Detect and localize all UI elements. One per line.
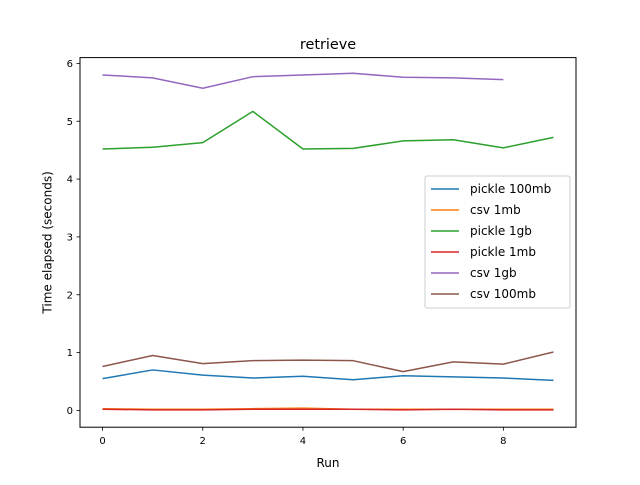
y-axis-ticks: 0 1 2 3 4 5 6 bbox=[67, 59, 80, 417]
x-tick-label: 4 bbox=[300, 436, 306, 447]
x-tick-label: 0 bbox=[99, 436, 105, 447]
legend-label: csv 100mb bbox=[470, 287, 536, 301]
series-line-5 bbox=[102, 351, 554, 373]
y-tick-label: 0 bbox=[67, 406, 73, 417]
legend-label: pickle 1gb bbox=[470, 224, 532, 238]
plot-frame bbox=[79, 57, 577, 428]
y-tick-label: 3 bbox=[67, 233, 73, 244]
series-line-2 bbox=[102, 110, 554, 150]
chart-title: retrieve bbox=[300, 37, 356, 53]
legend-box bbox=[424, 175, 571, 309]
legend-label: csv 1mb bbox=[470, 203, 521, 217]
legend-label: pickle 100mb bbox=[470, 182, 551, 196]
legend-label: csv 1gb bbox=[470, 266, 517, 280]
y-axis-label: Time elapsed (seconds) bbox=[41, 171, 55, 314]
series-line-4 bbox=[102, 72, 504, 90]
y-tick-label: 5 bbox=[67, 117, 73, 128]
x-tick-label: 8 bbox=[500, 436, 506, 447]
x-axis-ticks: 0 2 4 6 8 bbox=[99, 427, 507, 447]
x-axis-label: Run bbox=[316, 456, 339, 470]
series-line-0 bbox=[102, 369, 554, 382]
x-tick-label: 6 bbox=[400, 436, 406, 447]
series-line-3 bbox=[102, 408, 554, 411]
legend-label: pickle 1mb bbox=[470, 245, 536, 259]
x-tick-label: 2 bbox=[200, 436, 206, 447]
y-tick-label: 2 bbox=[67, 290, 73, 301]
y-tick-label: 1 bbox=[67, 348, 73, 359]
legend: pickle 100mb csv 1mb pickle 1gb pickle 1mb c… bbox=[424, 175, 571, 309]
y-tick-label: 4 bbox=[67, 175, 73, 186]
y-tick-label: 6 bbox=[67, 59, 73, 70]
series-layer bbox=[102, 72, 554, 411]
